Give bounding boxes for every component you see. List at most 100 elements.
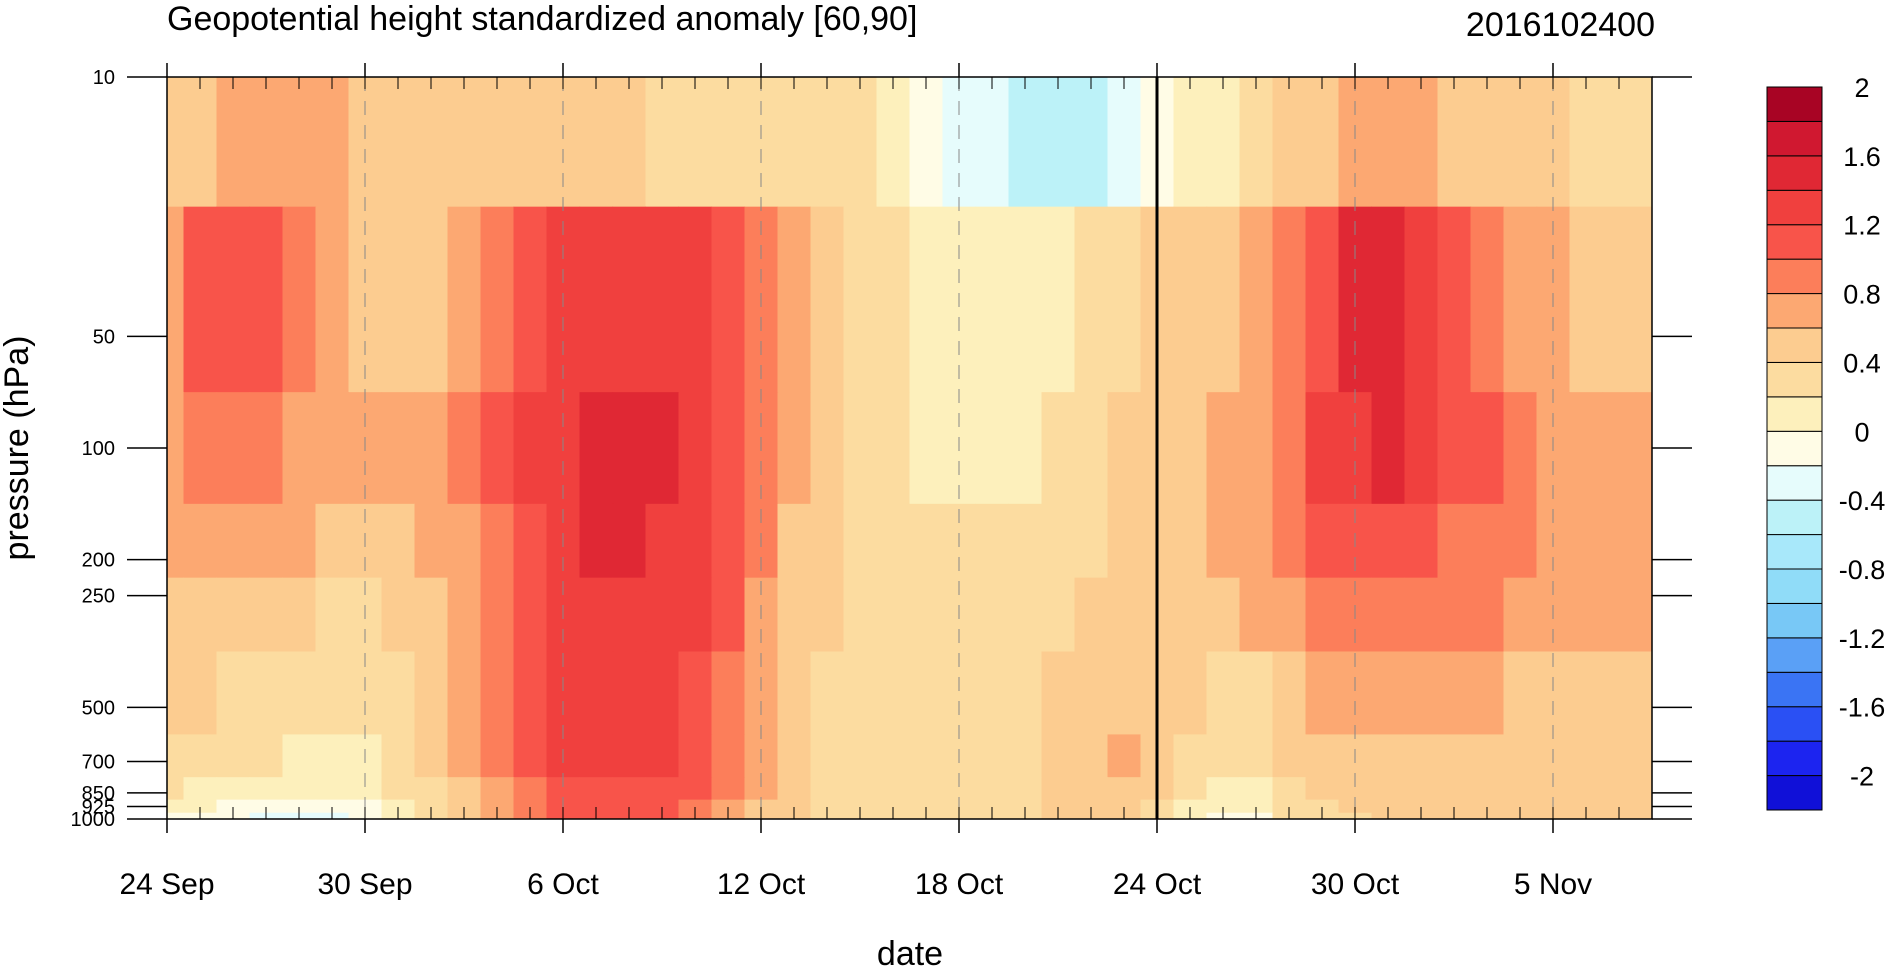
y-axis-label: pressure (hPa) <box>0 336 36 561</box>
field-cell <box>975 577 1010 653</box>
field-cell <box>1635 799 1652 814</box>
field-cell <box>777 777 812 801</box>
field-cell <box>711 734 746 778</box>
field-cell <box>645 77 680 208</box>
field-cell <box>1602 799 1637 814</box>
y-tick-label: 50 <box>93 326 115 348</box>
field-cell <box>1074 799 1109 814</box>
field-cell <box>678 503 713 579</box>
field-cell <box>1173 734 1208 778</box>
field-cell <box>1272 777 1307 801</box>
field-cell <box>876 577 911 653</box>
field-cell <box>843 77 878 208</box>
field-cell <box>167 734 185 778</box>
field-cell <box>909 392 944 505</box>
field-cell <box>579 577 614 653</box>
colorbar-swatch <box>1766 637 1823 673</box>
field-cell <box>1041 577 1076 653</box>
field-cell <box>1008 777 1043 801</box>
colorbar-tick-label: 0 <box>1854 417 1869 447</box>
field-cell <box>909 734 944 778</box>
field-cell <box>249 503 284 579</box>
colorbar-tick-label: 1.6 <box>1843 142 1881 172</box>
field-cell <box>183 777 218 801</box>
field-cell <box>381 392 416 505</box>
field-cell <box>1206 77 1241 208</box>
field-cell <box>1635 77 1652 208</box>
field-cell <box>876 392 911 505</box>
field-cell <box>777 77 812 208</box>
field-cell <box>1272 734 1307 778</box>
field-cell <box>513 651 548 736</box>
field-cell <box>348 77 383 208</box>
colorbar-swatch <box>1766 671 1823 708</box>
field-cell <box>513 777 548 801</box>
field-cell <box>1272 651 1307 736</box>
field-cell <box>1041 777 1076 801</box>
field-cell <box>1602 734 1637 778</box>
field-cell <box>1107 77 1142 208</box>
field-cell <box>678 777 713 801</box>
field-cell <box>216 577 251 653</box>
field-cell <box>1569 77 1604 208</box>
field-cell <box>1107 392 1142 505</box>
field-cell <box>942 777 977 801</box>
field-cell <box>1305 577 1340 653</box>
field-cell <box>1602 503 1637 579</box>
field-cell <box>480 777 515 801</box>
field-cell <box>1437 206 1472 393</box>
field-cell <box>183 734 218 778</box>
field-cell <box>579 392 614 505</box>
field-cell <box>282 799 317 814</box>
field-cell <box>1206 503 1241 579</box>
field-cell <box>1470 651 1505 736</box>
field-cell <box>777 799 812 814</box>
field-cell <box>1569 392 1604 505</box>
field-cell <box>810 206 845 393</box>
colorbar-swatch <box>1766 86 1823 122</box>
field-cell <box>381 206 416 393</box>
field-cell <box>645 799 680 814</box>
field-cell <box>1239 206 1274 393</box>
field-cell <box>1107 503 1142 579</box>
field-cell <box>1008 799 1043 814</box>
x-tick-label: 12 Oct <box>717 868 806 901</box>
field-cell <box>612 577 647 653</box>
colorbar: -2 -1.6 -1.2 -0.8 -0.4 0 0.4 0.8 1.2 1.6 2 <box>1766 73 1886 811</box>
field-cell <box>315 206 350 393</box>
x-tick-label: 24 Sep <box>119 868 214 901</box>
field-cell <box>1503 77 1538 208</box>
field-cell <box>480 503 515 579</box>
field-cell <box>711 503 746 579</box>
field-cell <box>447 777 482 801</box>
x-axis: 24 Sep 30 Sep 6 Oct 12 Oct 18 Oct 24 Oct 30 Oc… <box>119 63 1653 901</box>
field-cell <box>645 734 680 778</box>
colorbar-swatch <box>1766 327 1823 363</box>
field-cell <box>1569 777 1604 801</box>
field-cell <box>1404 577 1439 653</box>
field-cell <box>1074 577 1109 653</box>
field-cell <box>1272 799 1307 814</box>
field-cell <box>1107 577 1142 653</box>
colorbar-swatch <box>1766 396 1823 432</box>
field-cell <box>975 734 1010 778</box>
field-cell <box>1470 77 1505 208</box>
field-cell <box>579 734 614 778</box>
field-cell <box>1173 503 1208 579</box>
field-cell <box>579 777 614 801</box>
field-cell <box>1536 77 1571 208</box>
field-cell <box>1206 577 1241 653</box>
colorbar-tick-label: -0.8 <box>1839 555 1886 585</box>
field-cell <box>282 77 317 208</box>
field-cell <box>909 799 944 814</box>
field-cell <box>1371 651 1406 736</box>
field-cell <box>1569 577 1604 653</box>
field-cell <box>909 206 944 393</box>
field-cell <box>1371 777 1406 801</box>
field-cell <box>249 577 284 653</box>
field-cell <box>1635 651 1652 736</box>
field-cell <box>249 777 284 801</box>
field-cell <box>1404 392 1439 505</box>
field-cell <box>1305 734 1340 778</box>
field-cell <box>381 799 416 814</box>
